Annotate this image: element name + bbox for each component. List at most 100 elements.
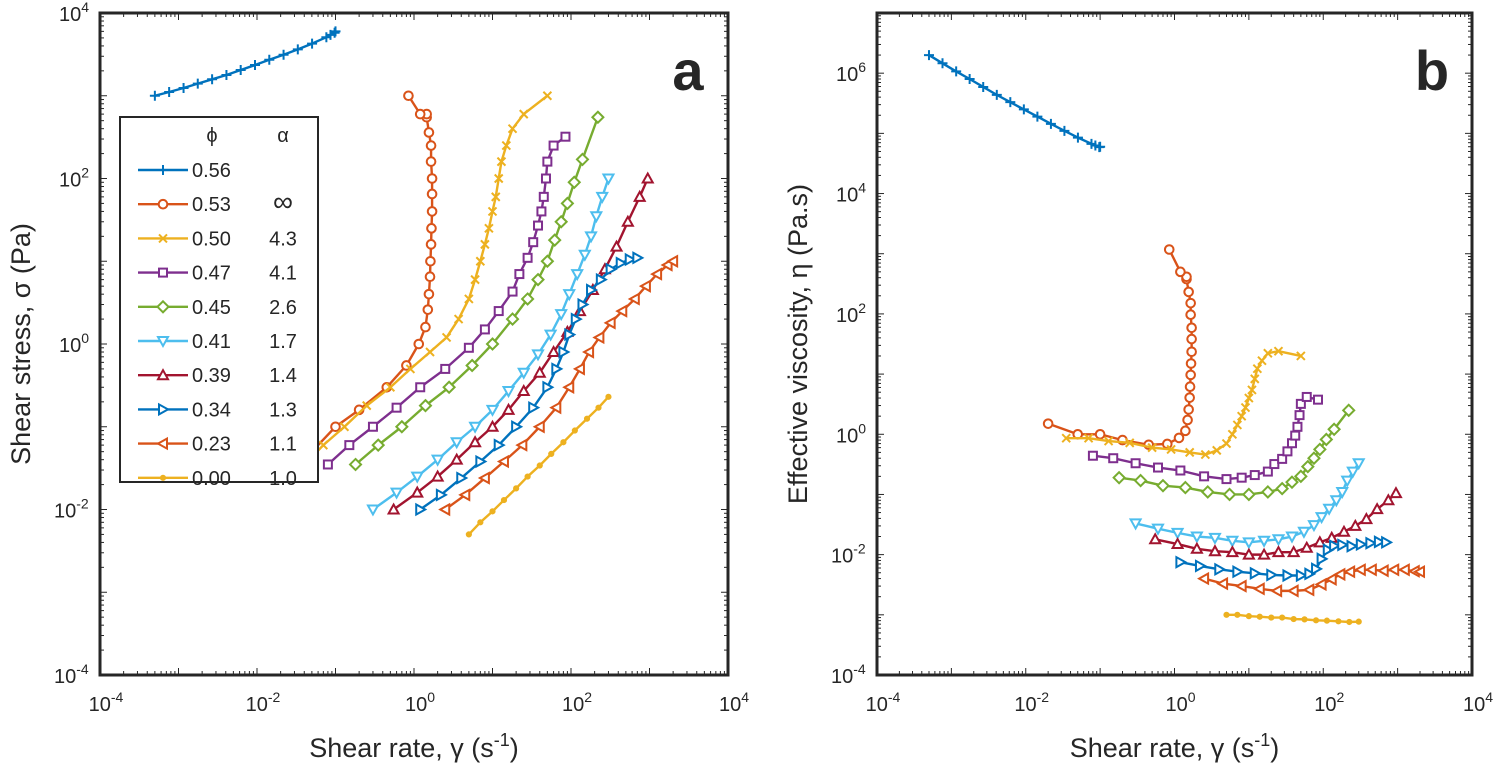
data-point (405, 364, 416, 374)
data-point (517, 367, 531, 380)
data-point (964, 74, 975, 85)
legend-marker (158, 402, 171, 417)
data-point (391, 402, 402, 413)
series-0.41 (366, 173, 616, 517)
legend-alpha-value: 2.6 (269, 297, 297, 319)
data-point (1277, 453, 1288, 464)
data-point (1290, 615, 1297, 623)
legend-marker (159, 474, 167, 481)
data-point (1346, 466, 1360, 479)
data-point (1313, 535, 1327, 548)
x-tick-label: 100 (405, 689, 435, 716)
data-point (1335, 618, 1342, 625)
data-point (468, 421, 482, 434)
data-point (533, 365, 547, 378)
data-point (536, 206, 547, 217)
data-point (493, 438, 506, 452)
data-point (1311, 562, 1324, 576)
y-tick-label: 10-2 (831, 541, 866, 568)
series-0.50 (295, 91, 553, 475)
legend-box (119, 116, 319, 483)
data-point (531, 349, 545, 362)
data-point (1314, 512, 1329, 525)
data-point (424, 271, 436, 283)
legend-alpha-value: 1.1 (269, 434, 297, 456)
data-point (1200, 485, 1215, 499)
data-point (425, 140, 437, 151)
data-point (609, 239, 624, 252)
data-point (1286, 545, 1301, 558)
x-tick-label: 10-4 (866, 689, 901, 716)
data-point (403, 90, 414, 102)
data-point (1133, 473, 1148, 488)
data-point (562, 289, 576, 302)
data-point (1221, 438, 1232, 449)
y-tick-label: 10-4 (54, 661, 89, 688)
data-point (366, 504, 380, 517)
data-point (1185, 309, 1196, 321)
series-0.23 (438, 254, 679, 517)
data-point (560, 131, 571, 142)
data-point (463, 342, 474, 353)
data-point (1249, 566, 1262, 580)
series-line (1135, 462, 1360, 544)
panel-letter: b (1415, 39, 1449, 102)
legend-phi-value: 0.47 (192, 263, 231, 285)
data-point (1005, 97, 1016, 108)
data-point (1148, 532, 1162, 545)
data-point (528, 237, 539, 248)
x-axis-label-part: γ (450, 733, 464, 763)
data-point (1297, 526, 1311, 539)
data-point (1304, 567, 1317, 581)
data-point (348, 457, 363, 472)
data-point (558, 345, 571, 359)
data-point (538, 191, 549, 202)
data-point (1250, 374, 1260, 384)
x-tick-label: 100 (1165, 689, 1195, 716)
data-point (991, 89, 1002, 100)
data-point (1147, 442, 1157, 453)
data-point (1340, 475, 1354, 488)
series-group (923, 50, 1426, 626)
series-0.23 (1197, 563, 1426, 598)
data-point (339, 422, 350, 432)
data-point (1270, 584, 1283, 598)
data-point (1294, 410, 1305, 421)
data-point (1355, 537, 1368, 552)
data-point (517, 383, 531, 397)
data-point (540, 173, 551, 184)
data-point (589, 211, 603, 224)
data-point (1212, 445, 1222, 456)
data-point (1257, 547, 1271, 560)
legend-marker (158, 233, 168, 244)
series-0.45 (348, 110, 605, 472)
x-axis-label-part: Shear rate, (1070, 733, 1211, 763)
data-point (501, 386, 516, 399)
data-point (221, 70, 232, 81)
data-point (484, 223, 494, 234)
data-point (531, 272, 545, 287)
data-point (578, 249, 592, 262)
data-point (1103, 436, 1114, 446)
data-point (485, 404, 500, 417)
data-point (543, 329, 558, 342)
data-point (1370, 502, 1384, 515)
data-point (479, 324, 490, 335)
data-point (1301, 391, 1312, 402)
data-point (632, 189, 647, 202)
data-point (1225, 535, 1240, 548)
legend-entry: 0.56 (138, 160, 231, 182)
data-point (501, 402, 516, 415)
y-tick-label: 106 (836, 59, 866, 86)
data-point (536, 462, 543, 469)
data-point (542, 380, 555, 394)
data-point (601, 173, 616, 186)
data-point (560, 196, 575, 211)
data-point (420, 321, 431, 333)
data-point (1301, 616, 1308, 623)
data-point (389, 487, 404, 500)
data-point (367, 421, 378, 432)
data-point (522, 252, 533, 263)
data-point (385, 382, 396, 392)
data-point (1112, 470, 1127, 485)
